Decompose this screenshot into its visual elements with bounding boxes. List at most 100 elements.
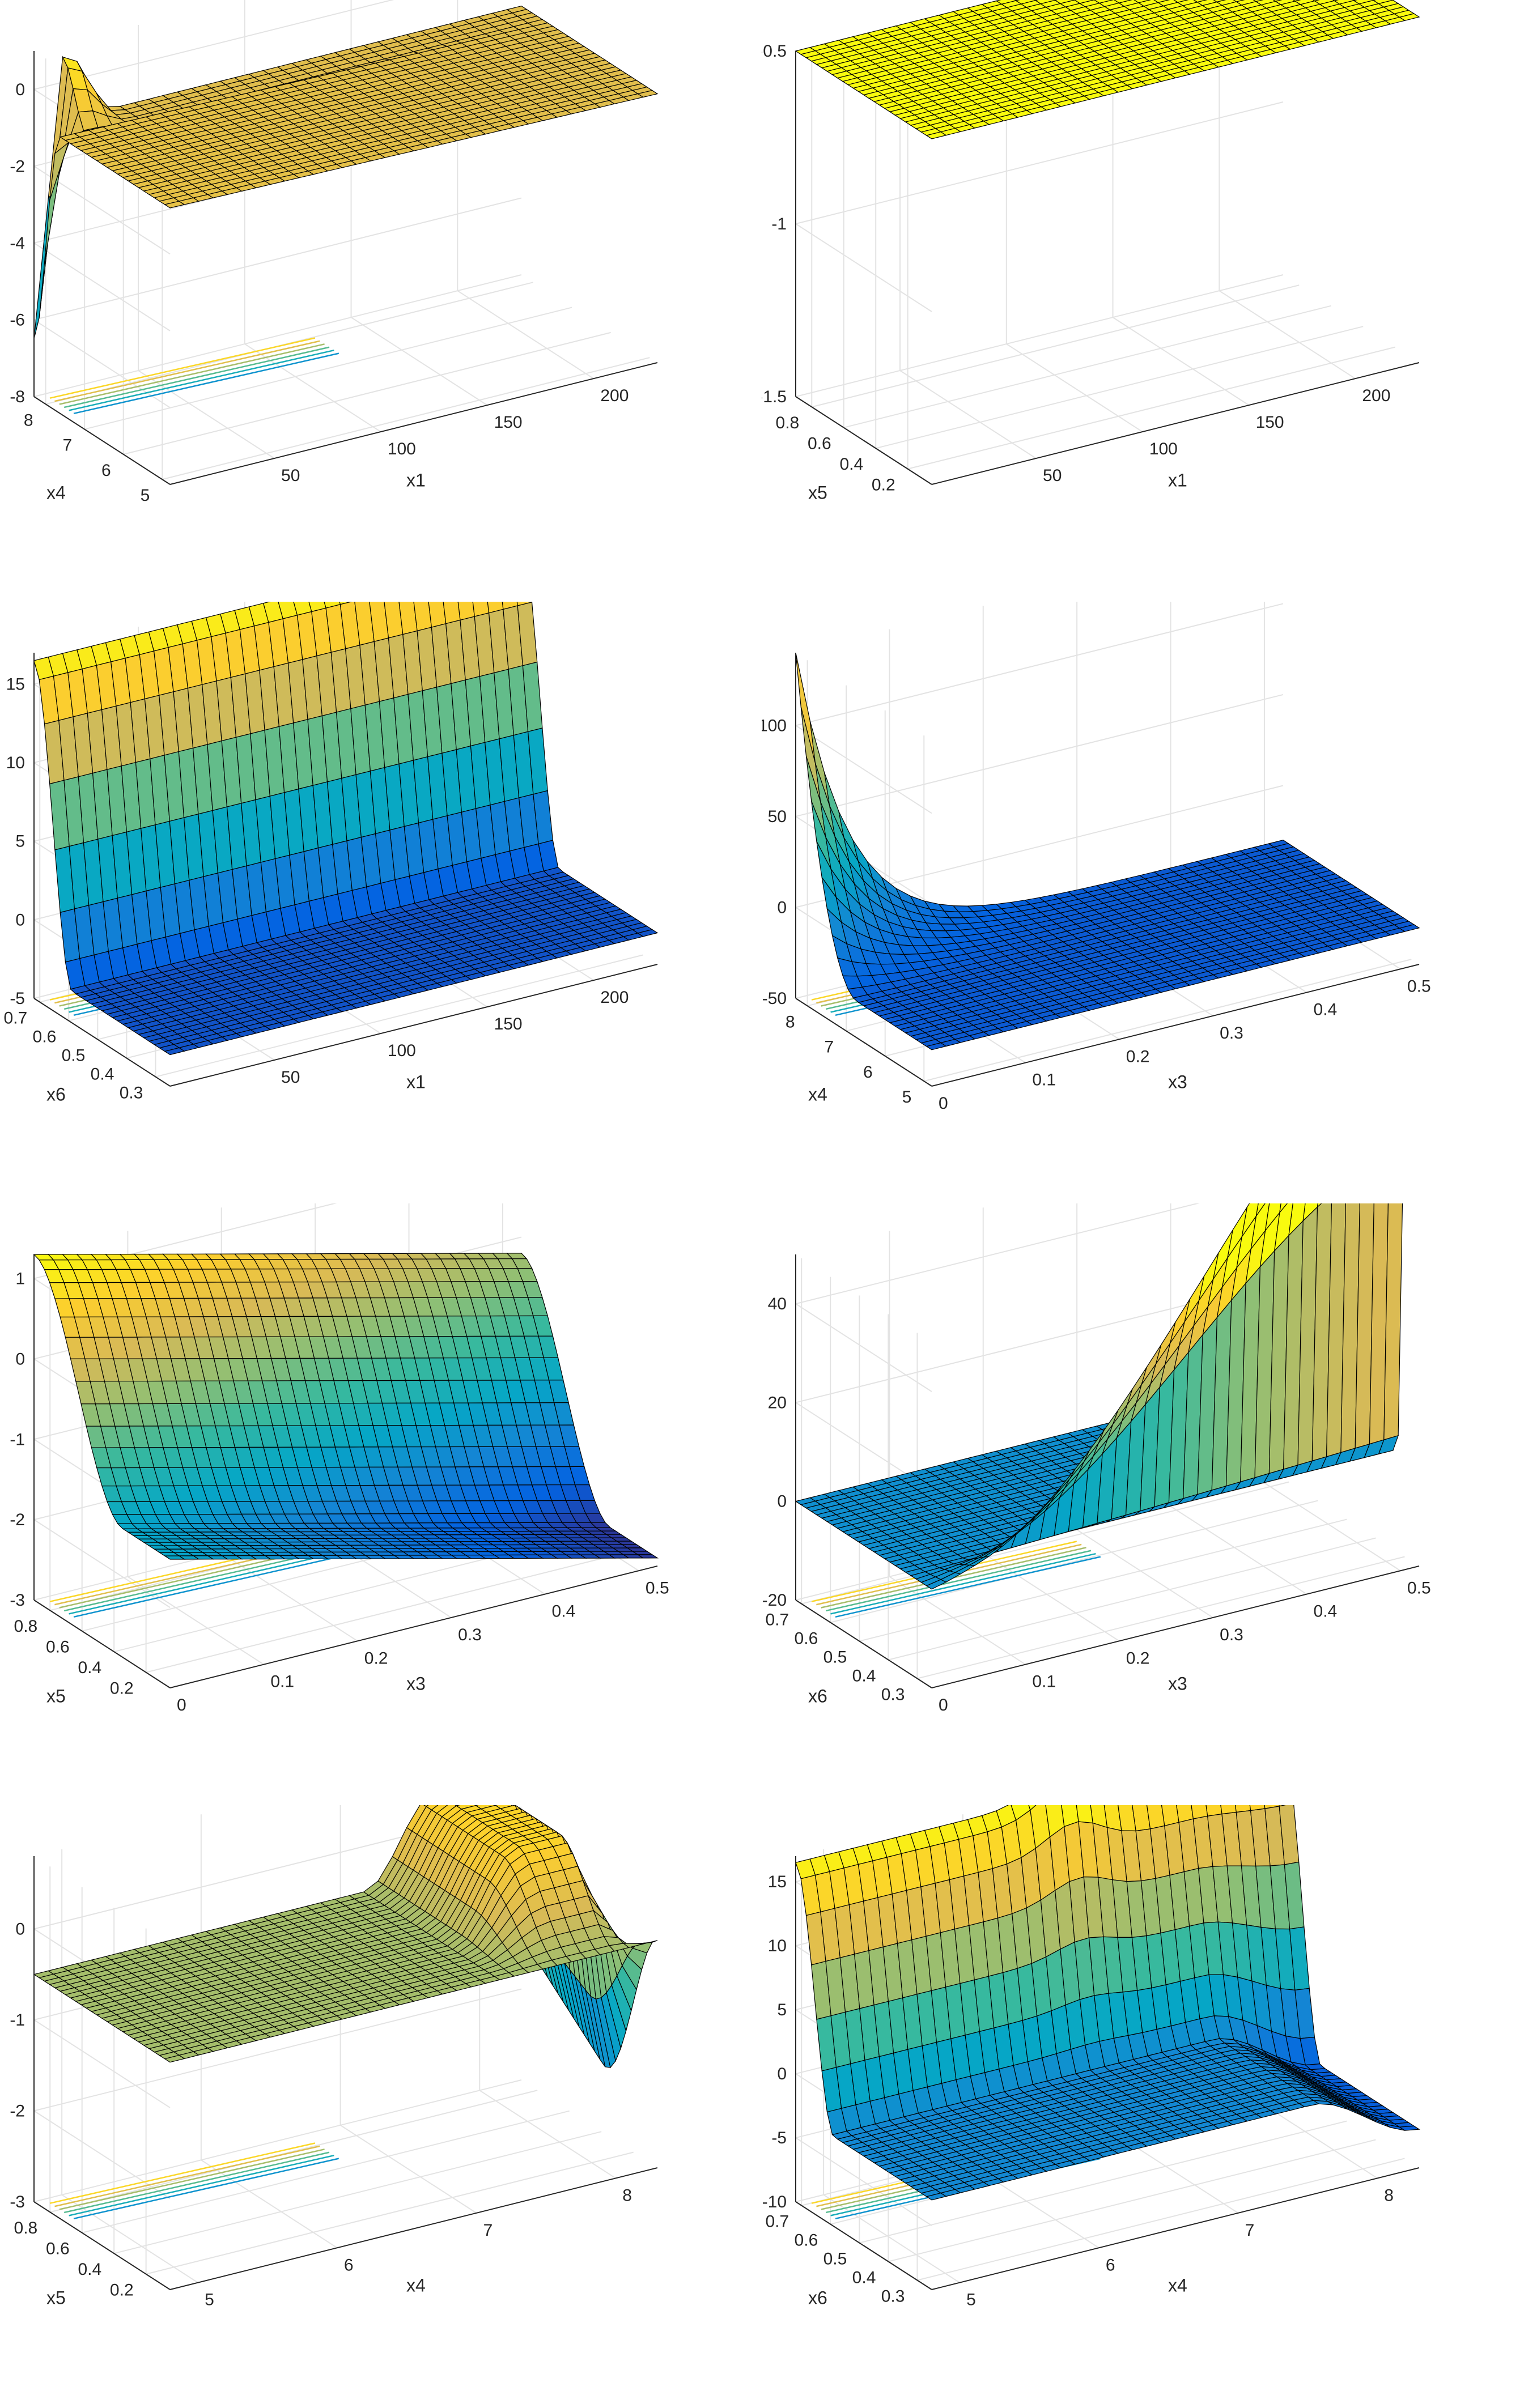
x-tick-label: 150: [494, 413, 523, 432]
grid-z-back: [795, 603, 1284, 726]
y-axis-line: [33, 998, 171, 1087]
surface-mesh: [33, 5, 659, 339]
axes-group: 00.10.20.30.40.50.20.40.60.810-1-2-3x3x5…: [10, 1203, 669, 1714]
grid-y-floor: [801, 1481, 1289, 1605]
y-axis-line: [33, 396, 171, 485]
surface-patch: [637, 929, 659, 937]
grid-x-floor: [457, 290, 594, 380]
y-tick-label: 0.4: [78, 1658, 101, 1677]
grid-x-floor: [221, 1552, 358, 1642]
x-tick-label: 0.1: [1032, 1071, 1056, 1090]
y-axis-label: x5: [808, 482, 827, 503]
y-tick-label: 0.6: [33, 1028, 57, 1046]
grid-x-floor: [899, 370, 1037, 459]
grid-y-floor: [924, 959, 1412, 1082]
grid-x-floor: [1006, 343, 1143, 432]
grid-x-floor: [351, 317, 488, 406]
x-axis-line: [931, 362, 1420, 485]
y-tick-label: 0.2: [110, 1679, 134, 1698]
x-tick-label: 0.1: [270, 1673, 294, 1691]
surface-mesh: [795, 652, 1420, 1050]
grid-z-back: [33, 197, 522, 321]
z-tick-label: -6: [10, 310, 25, 329]
x-axis-line: [931, 964, 1420, 1087]
x-tick-label: 200: [1362, 386, 1390, 405]
x-tick-label: 100: [1149, 440, 1178, 458]
grid-y-floor: [888, 1537, 1376, 1661]
z-tick-label: 0: [15, 80, 25, 99]
axis-lines: [33, 653, 658, 1087]
contour-line: [59, 343, 325, 405]
grid-z-back: [795, 694, 1284, 817]
grid-y-floor: [875, 326, 1364, 449]
x-tick-label: 100: [388, 440, 416, 458]
subplot-6: 0 0.1 0.2 0.3 0.4 0.5 0.3 0.4 0.5 0.6 0.7 40 20 0 -20 x…: [762, 1203, 1523, 1805]
grid-y-floor: [843, 305, 1331, 428]
x-tick-label: 0.2: [364, 1649, 388, 1667]
axis-lines: [795, 51, 1420, 485]
surface-mesh: [795, 1203, 1403, 1590]
grid-z-left: [795, 1303, 932, 1392]
contour-line: [63, 1550, 330, 1612]
grid-lines: [795, 0, 1395, 485]
x-tick-label: 50: [281, 466, 300, 485]
grid-z-back: [33, 0, 394, 90]
y-tick-label: 5: [141, 486, 150, 505]
z-tick-label: -1: [10, 1430, 25, 1449]
contour-line: [73, 352, 339, 415]
axis-lines: [33, 51, 658, 485]
y-tick-label: 0.3: [120, 1084, 143, 1103]
contour-line: [835, 1556, 1101, 1618]
z-tick-label: 0: [15, 1350, 25, 1368]
grid-y-floor: [155, 954, 643, 1078]
z-tick-label: 50: [768, 807, 787, 826]
grid-z-left: [795, 725, 932, 814]
y-tick-label: 7: [62, 436, 72, 455]
x-tick-label: 200: [600, 988, 629, 1007]
y-axis-label: x4: [46, 482, 66, 503]
x-axis-line: [169, 1565, 658, 1688]
y-axis-line: [33, 1599, 171, 1688]
x-tick-label: 50: [281, 1068, 300, 1087]
z-tick-label: -4: [10, 234, 25, 253]
x-tick-label: 0.4: [1314, 1001, 1338, 1019]
subplot-6-svg: 00.10.20.30.40.50.30.40.50.60.740200-20x…: [762, 1203, 1431, 1714]
surface-patch: [636, 1554, 659, 1559]
x-axis-label: x1: [406, 470, 426, 490]
grid-x-floor: [1170, 1505, 1308, 1595]
x-tick-label: 0.3: [1220, 1024, 1243, 1043]
x-tick-label: 0: [177, 1696, 186, 1714]
surface-patch: [636, 90, 659, 98]
x-tick-label: 0: [939, 1094, 948, 1113]
contour-line: [49, 337, 316, 399]
grid-x-floor: [1113, 317, 1250, 406]
y-tick-label: 0.2: [872, 476, 895, 495]
x-tick-label: 150: [1256, 413, 1284, 432]
z-tick-label: 0: [777, 898, 787, 917]
y-tick-label: 8: [24, 411, 33, 429]
contour-line: [69, 1552, 334, 1615]
x-axis-label: x1: [406, 1071, 426, 1092]
grid-y-floor: [146, 1550, 634, 1673]
grid-z-left: [33, 242, 171, 331]
z-tick-label: 15: [6, 675, 25, 694]
z-tick-label: 0: [15, 911, 25, 929]
z-tick-label: -0.5: [762, 42, 787, 61]
y-tick-label: 5: [902, 1088, 912, 1107]
grid-y-floor: [830, 1500, 1318, 1623]
grid-x-floor: [1219, 290, 1356, 380]
grid-y-floor: [917, 1556, 1405, 1679]
grid-y-floor: [859, 1518, 1347, 1642]
